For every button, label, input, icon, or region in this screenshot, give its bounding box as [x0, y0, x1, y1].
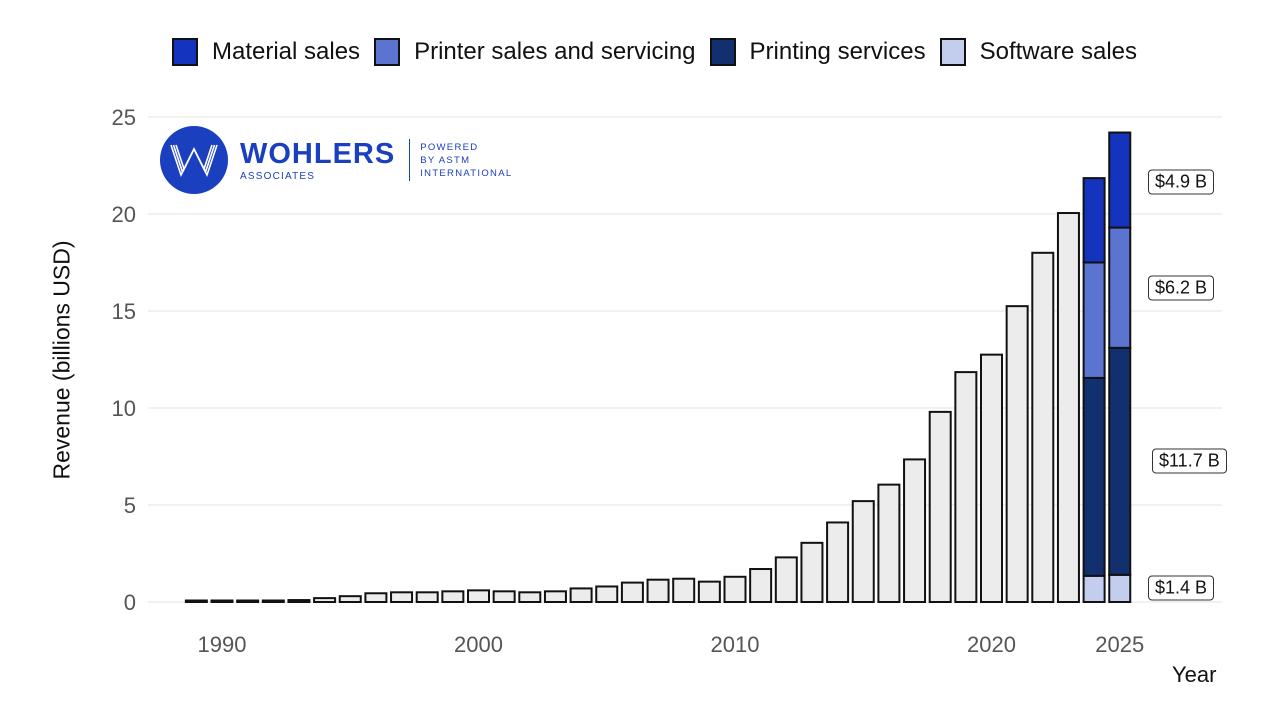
legend-item-material: Material sales: [172, 38, 360, 66]
bar: [492, 590, 516, 604]
bar: [620, 581, 644, 603]
y-axis-ticks: 0 5 10 15 20 25: [112, 105, 136, 615]
stacked-bar-segment: [1108, 346, 1132, 576]
logo-powered-line: POWERED: [420, 141, 479, 153]
bar: [980, 353, 1003, 603]
y-tick-label: 5: [124, 493, 136, 518]
x-axis-title: Year: [1172, 662, 1217, 687]
bar: [697, 580, 721, 604]
bar: [184, 599, 208, 603]
bar: [441, 590, 465, 604]
legend-swatch-printing-services: [709, 38, 736, 66]
stacked-bar-segment: [1082, 376, 1106, 577]
bar: [236, 599, 260, 603]
bar: [723, 575, 747, 604]
legend-label: Software sales: [979, 38, 1137, 65]
bar: [774, 556, 798, 604]
bar: [826, 521, 850, 604]
bar: [877, 483, 901, 604]
legend-swatch-material: [172, 38, 198, 66]
bar: [415, 591, 439, 603]
stacked-bar-segment: [1108, 573, 1132, 604]
bar: [390, 591, 414, 603]
bar: [595, 585, 619, 603]
x-tick-label: 2010: [711, 632, 760, 657]
legend-item-printing-services: Printing services: [709, 38, 926, 66]
y-tick-label: 20: [112, 202, 136, 227]
bar: [1056, 212, 1080, 603]
stacked-bar-segment: [1082, 574, 1106, 603]
stacked-bar-segment: [1082, 177, 1106, 264]
y-tick-label: 0: [124, 590, 136, 615]
logo-powered-by: POWERED BY ASTM INTERNATIONAL: [420, 141, 512, 180]
bar: [672, 577, 696, 603]
bar: [569, 587, 593, 603]
logo-sub: ASSOCIATES: [240, 170, 316, 182]
y-tick-label: 15: [112, 299, 136, 324]
stacked-bar-segment: [1108, 226, 1132, 349]
legend-swatch-software: [939, 38, 966, 66]
bar: [851, 500, 875, 603]
bar: [313, 597, 337, 603]
bar: [954, 371, 978, 603]
logo-name: WOHLERS: [240, 137, 396, 170]
x-tick-label: 2020: [967, 632, 1016, 657]
bar: [749, 568, 773, 604]
x-axis-ticks: 1990 2000 2010 2020 2025: [198, 632, 1145, 657]
logo-powered-line: BY ASTM: [420, 154, 471, 166]
legend-item-software: Software sales: [939, 38, 1137, 66]
value-label-printing-services: $11.7 B: [1152, 448, 1227, 474]
y-tick-label: 10: [112, 396, 136, 421]
legend: Material sales Printer sales and servici…: [172, 38, 1151, 66]
bar: [928, 410, 952, 603]
bar: [338, 595, 362, 603]
bar: [261, 599, 285, 603]
bar: [1005, 305, 1029, 603]
bar: [1031, 251, 1055, 604]
bar: [800, 541, 824, 604]
bar: [903, 458, 927, 603]
value-label-printer: $6.2 B: [1148, 275, 1215, 301]
legend-label: Printer sales and servicing: [414, 38, 696, 65]
bar: [543, 590, 567, 604]
legend-label: Material sales: [212, 38, 361, 65]
bar: [518, 591, 542, 603]
legend-label: Printing services: [749, 38, 926, 65]
stacked-bar-segment: [1082, 261, 1106, 379]
bar: [467, 589, 490, 603]
wohlers-logo: WOHLERS ASSOCIATES POWERED BY ASTM INTER…: [160, 126, 512, 194]
y-tick-label: 25: [112, 105, 136, 130]
logo-divider: [409, 139, 411, 181]
x-tick-label: 1990: [198, 632, 247, 657]
bar: [364, 592, 388, 604]
stacked-bar-segment: [1108, 131, 1132, 229]
bars: [184, 131, 1132, 604]
value-label-material: $4.9 B: [1148, 169, 1215, 195]
bar: [210, 599, 234, 603]
bar: [287, 599, 311, 603]
logo-w-icon: [160, 126, 228, 194]
legend-item-printer: Printer sales and servicing: [374, 38, 696, 66]
legend-swatch-printer: [374, 38, 401, 66]
bar: [646, 578, 670, 604]
logo-powered-line: INTERNATIONAL: [420, 167, 513, 179]
x-tick-label: 2000: [454, 632, 503, 657]
value-label-software: $1.4 B: [1148, 575, 1215, 601]
x-tick-label: 2025: [1095, 632, 1144, 657]
